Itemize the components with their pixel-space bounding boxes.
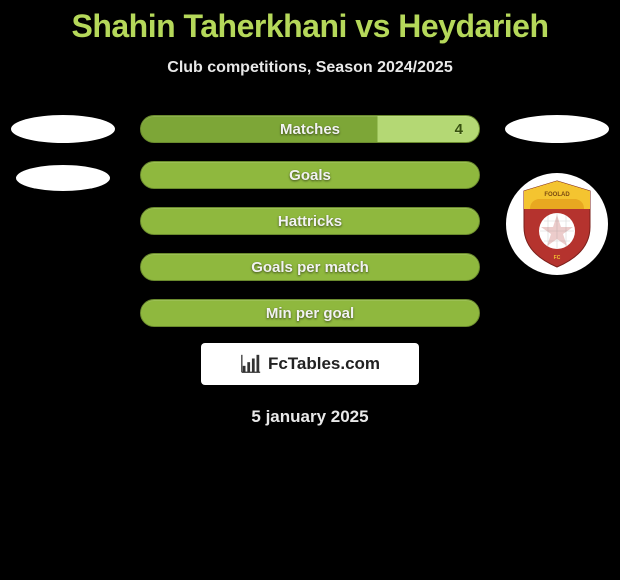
page-title: Shahin Taherkhani vs Heydarieh [0, 0, 620, 45]
stats-bars: Matches 4 Goals Hattricks Goals per matc… [140, 115, 480, 327]
stat-label: Hattricks [278, 213, 342, 230]
stat-bar-mpg: Min per goal [140, 299, 480, 327]
left-column [8, 115, 118, 191]
brand-text: FcTables.com [268, 354, 380, 374]
page-subtitle: Club competitions, Season 2024/2025 [0, 59, 620, 77]
right-ellipse-1 [505, 115, 609, 143]
stat-bar-matches: Matches 4 [140, 115, 480, 143]
left-ellipse-1 [11, 115, 115, 143]
stat-value: 4 [455, 121, 463, 138]
foolad-badge-icon: FOOLAD FC [518, 179, 596, 269]
svg-text:FC: FC [554, 255, 561, 261]
stat-bar-goals: Goals [140, 161, 480, 189]
left-ellipse-2 [16, 165, 110, 191]
footer-date: 5 january 2025 [0, 407, 620, 427]
stat-bar-gpm: Goals per match [140, 253, 480, 281]
comparison-page: Shahin Taherkhani vs Heydarieh Club comp… [0, 0, 620, 580]
club-badge: FOOLAD FC [506, 173, 608, 275]
right-column: FOOLAD FC [502, 115, 612, 275]
svg-text:FOOLAD: FOOLAD [544, 192, 570, 198]
brand-logo[interactable]: FcTables.com [201, 343, 419, 385]
content-row: Matches 4 Goals Hattricks Goals per matc… [0, 115, 620, 327]
stat-label: Matches [280, 121, 340, 138]
chart-icon [240, 353, 262, 375]
stat-label: Goals per match [251, 259, 369, 276]
stat-bar-hattricks: Hattricks [140, 207, 480, 235]
stat-label: Goals [289, 167, 331, 184]
stat-label: Min per goal [266, 305, 354, 322]
